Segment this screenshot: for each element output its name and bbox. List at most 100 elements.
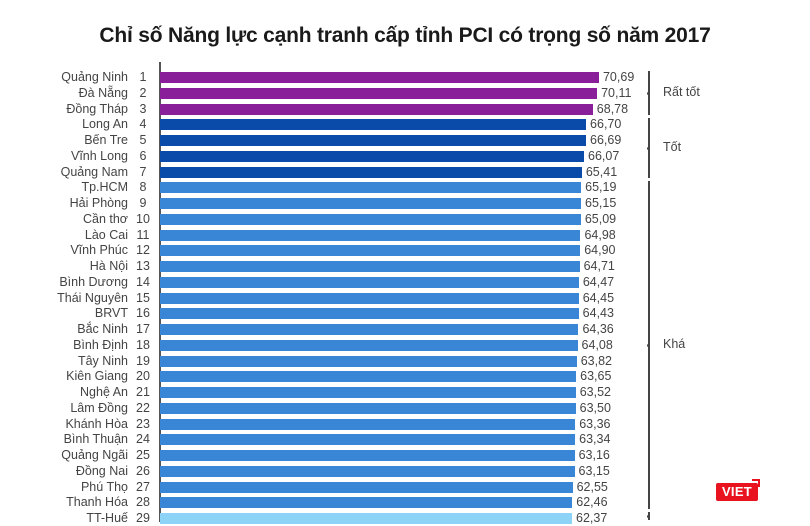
rank-label: 21 xyxy=(136,385,150,399)
bar-row: Quảng Nam 7 65,41 xyxy=(0,165,810,180)
bar xyxy=(160,355,577,367)
value-label: 64,36 xyxy=(582,322,614,336)
value-label: 68,78 xyxy=(596,101,629,116)
value-label: 64,90 xyxy=(584,243,616,258)
bar xyxy=(160,150,584,162)
value-label: 65,19 xyxy=(585,180,617,195)
bar-row: Lào Cai 11 64,98 xyxy=(0,228,810,243)
rank-label: 6 xyxy=(139,148,147,163)
bar xyxy=(160,182,582,194)
group-bracket xyxy=(647,512,650,520)
province-label: Đồng Nai xyxy=(75,463,128,478)
bar xyxy=(160,465,575,477)
bar-row: Hải Phòng 9 65,15 xyxy=(0,196,810,211)
province-label: Lâm Đồng xyxy=(70,400,128,415)
province-label: Tây Ninh xyxy=(77,353,128,368)
province-label: Quảng Ngãi xyxy=(61,448,128,462)
bar-row: Lâm Đồng 22 63,50 xyxy=(0,401,810,416)
value-label: 62,55 xyxy=(576,479,608,494)
rank-label: 3 xyxy=(139,101,147,116)
bar xyxy=(160,418,576,430)
bar-row: Bình Định 18 64,08 xyxy=(0,338,810,353)
rank-label: 19 xyxy=(136,353,150,368)
bracket-tick xyxy=(647,515,650,518)
province-label: Tp.HCM xyxy=(81,180,128,195)
province-label: Kiên Giang xyxy=(66,369,128,384)
province-label: Nghệ An xyxy=(80,385,128,399)
value-label: 70,69 xyxy=(602,70,635,84)
bar xyxy=(160,292,579,304)
bar xyxy=(160,339,578,351)
bar-row: Long An 4 66,70 xyxy=(0,117,810,132)
chart-title: Chỉ số Năng lực cạnh tranh cấp tỉnh PCI … xyxy=(99,24,711,47)
rank-label: 29 xyxy=(136,511,150,525)
bar xyxy=(160,481,573,493)
bar-row: Bình Dương 14 64,47 xyxy=(0,275,810,290)
province-label: Quảng Nam xyxy=(60,164,128,179)
bar-row: Vĩnh Long 6 66,07 xyxy=(0,149,810,164)
value-label: 62,37 xyxy=(576,511,608,525)
rank-label: 12 xyxy=(136,243,150,258)
province-label: Cần thơ xyxy=(82,211,128,226)
rank-label: 27 xyxy=(136,479,150,494)
bar xyxy=(160,276,579,288)
bracket-tick xyxy=(647,92,650,96)
logo-corner-icon xyxy=(752,479,760,487)
province-label: Thái Nguyên xyxy=(57,290,128,305)
province-label: Hải Phòng xyxy=(69,196,128,210)
bar xyxy=(160,387,576,398)
rank-label: 28 xyxy=(136,495,150,510)
rank-label: 4 xyxy=(139,117,147,132)
rank-label: 7 xyxy=(139,164,147,179)
bar-row: Đồng Tháp 3 68,78 xyxy=(0,102,810,117)
bar-row: BRVT 16 64,43 xyxy=(0,306,810,321)
group-bracket xyxy=(647,118,650,179)
bar-row: Vĩnh Phúc 12 64,90 xyxy=(0,243,810,258)
bar-row: Tp.HCM 8 65,19 xyxy=(0,180,810,195)
group-bracket xyxy=(647,181,650,509)
rank-label: 13 xyxy=(136,259,150,273)
province-label: Bến Tre xyxy=(84,133,128,147)
province-label: Hà Nội xyxy=(89,259,128,273)
bar-row: Bình Thuận 24 63,34 xyxy=(0,432,810,447)
province-label: Bình Định xyxy=(73,337,128,352)
rank-label: 9 xyxy=(139,196,147,210)
rank-label: 22 xyxy=(136,400,150,415)
bar xyxy=(160,166,582,178)
bar xyxy=(160,87,598,99)
value-label: 70,11 xyxy=(601,85,632,100)
bar-row: Thái Nguyên 15 64,45 xyxy=(0,291,810,306)
province-label: Vĩnh Phúc xyxy=(70,243,128,258)
value-label: 64,47 xyxy=(582,274,615,289)
rank-label: 25 xyxy=(136,448,150,462)
bar-row: Phú Thọ 27 62,55 xyxy=(0,480,810,495)
bar-row: Quảng Ninh 1 70,69 xyxy=(0,70,810,85)
value-label: 66,69 xyxy=(590,133,622,147)
bar xyxy=(160,229,581,241)
value-label: 63,50 xyxy=(579,400,611,415)
value-label: 65,41 xyxy=(585,164,618,179)
bar-row: Khánh Hòa 23 63,36 xyxy=(0,417,810,432)
group-bracket xyxy=(647,71,650,116)
rank-label: 26 xyxy=(136,463,150,478)
rank-label: 1 xyxy=(139,70,147,84)
bar-row: Thanh Hóa 28 62,46 xyxy=(0,495,810,510)
value-label: 63,65 xyxy=(580,369,612,384)
province-label: Quảng Ninh xyxy=(61,70,128,84)
rank-label: 23 xyxy=(136,416,150,431)
value-label: 63,34 xyxy=(579,432,611,447)
province-label: BRVT xyxy=(94,306,128,321)
bar xyxy=(160,402,576,414)
value-label: 65,09 xyxy=(584,211,617,226)
bar-row: Đồng Nai 26 63,15 xyxy=(0,464,810,479)
bar xyxy=(160,72,599,83)
value-label: 64,45 xyxy=(582,290,615,305)
rank-label: 24 xyxy=(136,432,150,447)
bar-row: Hà Nội 13 64,71 xyxy=(0,259,810,274)
group-label: Tốt xyxy=(663,140,682,155)
value-label: 64,98 xyxy=(584,227,616,242)
bar-row: Bắc Ninh 17 64,36 xyxy=(0,322,810,337)
viet-logo: VIET xyxy=(716,483,758,501)
bar-row: Cần thơ 10 65,09 xyxy=(0,212,810,227)
value-label: 64,43 xyxy=(582,306,614,321)
